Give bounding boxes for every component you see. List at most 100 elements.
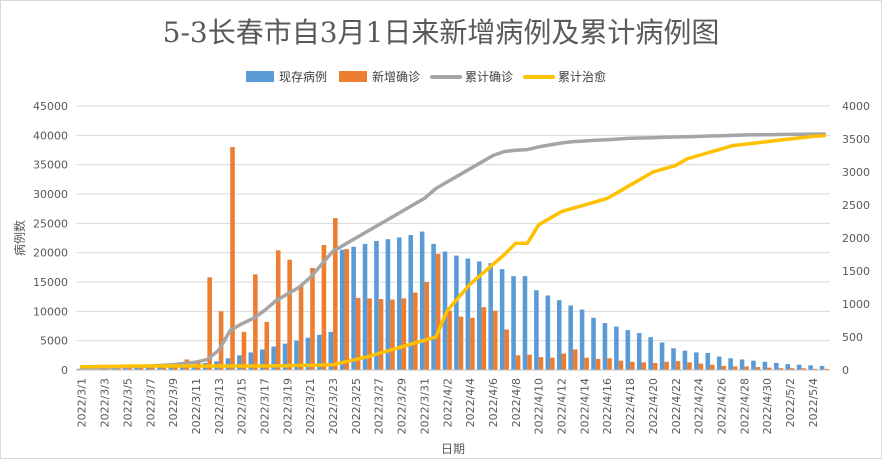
bar-现存病例 xyxy=(785,364,791,370)
line-累计确诊 xyxy=(79,132,827,370)
bar-现存病例 xyxy=(408,235,414,370)
bar-新增确诊 xyxy=(241,331,247,370)
bar-现存病例 xyxy=(465,258,471,370)
y-tick-label: 5000 xyxy=(40,335,68,348)
x-tick-label: 2022/3/25 xyxy=(350,378,363,434)
legend-label: 累计治愈 xyxy=(558,69,606,84)
y-tick-label: 10000 xyxy=(33,305,68,318)
x-tick-label: 2022/4/12 xyxy=(556,378,569,434)
y-tick-label: 25000 xyxy=(33,217,68,230)
bar-现存病例 xyxy=(716,356,722,370)
line-series xyxy=(79,132,827,370)
x-tick-label: 2022/3/15 xyxy=(236,378,249,434)
x-tick-label: 2022/4/14 xyxy=(578,378,591,434)
x-tick-label: 2022/3/9 xyxy=(167,378,180,427)
bar-现存病例 xyxy=(282,343,288,370)
bar-现存病例 xyxy=(671,348,676,370)
bar-新增确诊 xyxy=(721,365,727,370)
bar-现存病例 xyxy=(157,366,162,370)
bar-新增确诊 xyxy=(367,298,372,370)
bar-现存病例 xyxy=(488,263,493,370)
bar-新增确诊 xyxy=(401,298,407,370)
y2-tick-label: 2500 xyxy=(842,199,870,212)
bar-现存病例 xyxy=(294,340,299,370)
bar-现存病例 xyxy=(591,317,596,370)
x-tick-label: 2022/3/19 xyxy=(281,378,294,434)
bar-新增确诊 xyxy=(492,310,498,370)
bar-新增确诊 xyxy=(710,364,715,370)
bar-现存病例 xyxy=(625,330,631,370)
bar-现存病例 xyxy=(111,367,116,370)
bar-现存病例 xyxy=(796,364,802,370)
bar-现存病例 xyxy=(305,337,311,370)
bar-现存病例 xyxy=(659,342,665,370)
bar-新增确诊 xyxy=(355,297,361,370)
x-tick-label: 2022/4/20 xyxy=(647,378,660,434)
bar-现存病例 xyxy=(259,349,265,370)
x-tick-label: 2022/3/13 xyxy=(213,378,226,434)
x-tick-label: 2022/3/31 xyxy=(418,378,431,434)
y2-tick-label: 3500 xyxy=(842,133,870,146)
bar-新增确诊 xyxy=(572,349,578,370)
x-tick-label: 2022/4/10 xyxy=(533,378,546,434)
x-tick-label: 2022/4/8 xyxy=(510,378,523,427)
bar-新增确诊 xyxy=(538,357,544,370)
bar-新增确诊 xyxy=(641,362,647,370)
bar-现存病例 xyxy=(431,243,436,370)
bar-新增确诊 xyxy=(618,360,624,370)
bar-新增确诊 xyxy=(515,355,521,370)
bar-新增确诊 xyxy=(687,362,692,370)
x-tick-label: 2022/3/1 xyxy=(76,378,89,427)
bar-现存病例 xyxy=(522,276,528,370)
bar-新增确诊 xyxy=(664,361,669,370)
bar-现存病例 xyxy=(248,352,254,370)
y-tick-label: 40000 xyxy=(33,129,68,142)
bar-新增确诊 xyxy=(424,282,430,370)
bar-现存病例 xyxy=(511,276,516,370)
series-现存病例 xyxy=(77,231,825,370)
bar-现存病例 xyxy=(122,367,128,370)
x-tick-label: 2022/4/16 xyxy=(601,378,614,434)
bar-现存病例 xyxy=(442,251,448,370)
y2-tick-label: 3000 xyxy=(842,166,870,179)
bar-新增确诊 xyxy=(230,147,235,370)
legend-swatch xyxy=(246,71,274,82)
gridlines xyxy=(76,105,830,371)
bar-新增确诊 xyxy=(378,299,384,370)
y2-tick-label: 4000 xyxy=(842,100,870,113)
bar-现存病例 xyxy=(762,361,768,370)
x-tick-label: 2022/4/28 xyxy=(738,378,751,434)
bar-现存病例 xyxy=(351,246,356,370)
x-tick-label: 2022/3/5 xyxy=(121,378,134,427)
bar-现存病例 xyxy=(374,240,379,370)
bar-现存病例 xyxy=(808,365,813,370)
bar-现存病例 xyxy=(819,365,825,370)
y-tick-label: 45000 xyxy=(33,100,68,113)
bar-现存病例 xyxy=(648,337,653,370)
bar-新增确诊 xyxy=(447,310,452,370)
bar-新增确诊 xyxy=(470,317,475,370)
bar-现存病例 xyxy=(739,359,745,370)
legend-label: 现存病例 xyxy=(279,69,327,84)
bar-现存病例 xyxy=(556,300,562,370)
legend-label: 新增确诊 xyxy=(372,69,420,84)
bar-新增确诊 xyxy=(207,277,212,370)
bar-新增确诊 xyxy=(755,367,761,370)
bar-新增确诊 xyxy=(550,357,555,370)
bar-现存病例 xyxy=(317,334,322,370)
bar-新增确诊 xyxy=(264,321,270,370)
bar-新增确诊 xyxy=(607,358,612,370)
bar-新增确诊 xyxy=(321,245,327,370)
bar-新增确诊 xyxy=(344,249,350,370)
bar-现存病例 xyxy=(168,365,174,370)
bar-现存病例 xyxy=(271,346,276,370)
bar-新增确诊 xyxy=(458,316,464,370)
bar-现存病例 xyxy=(602,323,608,370)
bar-现存病例 xyxy=(237,355,242,370)
axes: 0500010000150002000025000300003500040000… xyxy=(33,100,870,434)
bar-新增确诊 xyxy=(744,366,749,370)
bar-现存病例 xyxy=(545,295,551,370)
y2-tick-label: 2000 xyxy=(842,232,870,245)
bar-新增确诊 xyxy=(150,367,155,370)
bar-新增确诊 xyxy=(561,353,567,370)
